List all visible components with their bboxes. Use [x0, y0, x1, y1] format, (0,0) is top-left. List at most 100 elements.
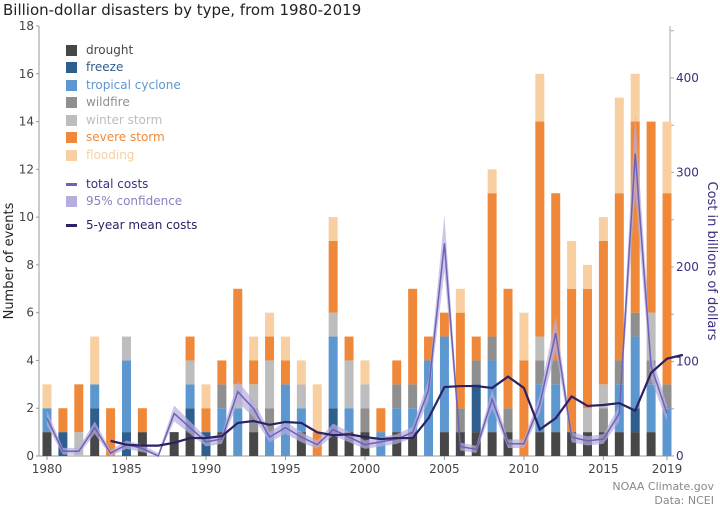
- left-tick-label: 18: [19, 19, 34, 33]
- bar-severe-storm: [535, 121, 545, 337]
- bar-flooding: [249, 336, 259, 361]
- bar-flooding: [265, 312, 275, 337]
- bar-severe-storm: [408, 288, 418, 385]
- bar-tropical-cyclone: [121, 360, 131, 433]
- bar-flooding: [328, 217, 338, 241]
- bar-severe-storm: [646, 121, 656, 313]
- bar-winter-storm: [74, 432, 84, 456]
- total-costs-line: [46, 153, 668, 458]
- bar-severe-storm: [519, 360, 529, 456]
- legend-label: wildfire: [86, 95, 130, 109]
- bar-drought: [169, 432, 179, 456]
- bar-tropical-cyclone: [408, 408, 418, 433]
- bar-tropical-cyclone: [439, 336, 449, 433]
- legend-line: [66, 223, 77, 227]
- legend-swatch: [66, 131, 77, 143]
- legend-line: [66, 182, 77, 186]
- bar-winter-storm: [296, 384, 306, 409]
- legend-label: severe storm: [86, 130, 165, 144]
- right-tick-label: 100: [676, 354, 699, 368]
- bar-winter-storm: [121, 336, 131, 361]
- x-tick-label: 2019: [652, 462, 683, 476]
- credit-source: NOAA Climate.gov: [612, 480, 714, 493]
- bar-winter-storm: [344, 360, 354, 409]
- bar-winter-storm: [583, 408, 593, 433]
- bar-wildfire: [360, 408, 370, 433]
- legend-swatch: [66, 149, 77, 161]
- legend-label: 5-year mean costs: [86, 218, 198, 232]
- chart-title: Billion-dollar disasters by type, from 1…: [3, 1, 362, 19]
- bar-severe-storm: [424, 336, 434, 361]
- bar-tropical-cyclone: [662, 408, 672, 456]
- bar-flooding: [583, 264, 593, 289]
- bar-flooding: [360, 360, 370, 385]
- legend-label: flooding: [86, 148, 135, 162]
- bar-severe-storm: [455, 312, 465, 409]
- legend-label: drought: [86, 43, 134, 57]
- right-tick-label: 400: [676, 71, 699, 85]
- legend-severe-storm: severe storm: [66, 130, 165, 144]
- bar-severe-storm: [328, 241, 338, 313]
- bar-flooding: [567, 241, 577, 289]
- bar-drought: [42, 432, 52, 456]
- bar-drought: [567, 432, 577, 456]
- left-tick-label: 12: [19, 162, 34, 176]
- bar-severe-storm: [598, 241, 608, 385]
- bar-severe-storm: [249, 360, 259, 385]
- bar-severe-storm: [58, 408, 68, 433]
- bar-wildfire: [598, 408, 608, 433]
- legend-label: winter storm: [86, 113, 163, 127]
- bar-winter-storm: [185, 360, 195, 385]
- x-tick-label: 2005: [429, 462, 460, 476]
- bar-winter-storm: [535, 336, 545, 361]
- bar-tropical-cyclone: [328, 336, 338, 409]
- bar-wildfire: [662, 384, 672, 409]
- bar-freeze: [90, 408, 100, 433]
- bar-drought: [328, 432, 338, 456]
- bar-tropical-cyclone: [185, 384, 195, 409]
- bar-wildfire: [614, 360, 624, 385]
- left-tick-label: 0: [26, 449, 34, 463]
- bar-severe-storm: [551, 193, 561, 361]
- bar-winter-storm: [328, 312, 338, 337]
- legend-winter-storm: winter storm: [66, 113, 162, 127]
- bar-flooding: [535, 73, 545, 122]
- bar-flooding: [662, 121, 672, 194]
- bar-wildfire: [471, 360, 481, 385]
- bar-tropical-cyclone: [296, 408, 306, 433]
- bar-flooding: [630, 73, 640, 122]
- bar-drought: [137, 432, 147, 456]
- bar-wildfire: [265, 408, 275, 433]
- legend-label: total costs: [86, 177, 149, 191]
- bar-drought: [630, 432, 640, 456]
- x-tick-label: 1995: [270, 462, 301, 476]
- bar-flooding: [42, 384, 52, 409]
- legend-swatch: [66, 44, 77, 56]
- bar-flooding: [312, 384, 322, 433]
- legend-swatch: [66, 195, 77, 207]
- legend-tropical-cyclone: tropical cyclone: [66, 78, 181, 92]
- right-tick-label: 0: [676, 449, 684, 463]
- bar-tropical-cyclone: [646, 384, 656, 433]
- credit-data: Data: NCEI: [654, 494, 714, 506]
- bar-drought: [217, 432, 227, 456]
- bar-severe-storm: [567, 288, 577, 433]
- five-year-mean-line: [110, 353, 684, 447]
- bar-winter-storm: [249, 384, 259, 409]
- bar-flooding: [280, 336, 290, 361]
- left-tick-label: 14: [19, 115, 34, 129]
- bar-severe-storm: [185, 336, 195, 361]
- bar-tropical-cyclone: [392, 408, 402, 433]
- bar-severe-storm: [376, 408, 386, 433]
- y-axis-label: Number of events: [2, 202, 17, 319]
- bar-drought: [646, 432, 656, 456]
- bar-severe-storm: [503, 288, 513, 409]
- bar-drought: [296, 432, 306, 456]
- bar-wildfire: [630, 312, 640, 337]
- bar-drought: [344, 432, 354, 456]
- x-tick-label: 2015: [588, 462, 619, 476]
- bar-drought: [90, 432, 100, 456]
- bar-tropical-cyclone: [424, 360, 434, 456]
- bar-flooding: [201, 384, 211, 409]
